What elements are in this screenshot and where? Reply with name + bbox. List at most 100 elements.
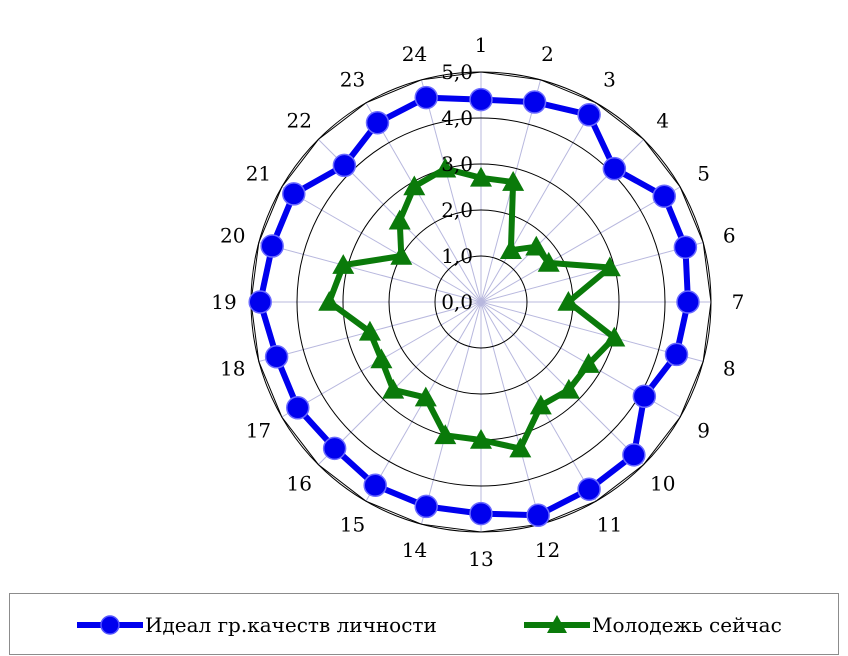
tick-label: 4,0 (441, 106, 473, 130)
data-point-triangle (509, 437, 532, 458)
radar-spoke (318, 301, 482, 465)
chart-legend: Идеал гр.качеств личности Молодежь сейча… (9, 593, 839, 655)
data-point-triangle (332, 254, 355, 274)
radar-grid (250, 71, 712, 533)
category-label: 19 (211, 290, 236, 314)
category-label: 9 (697, 419, 710, 443)
data-point-triangle (434, 424, 457, 445)
data-point-triangle (414, 386, 437, 407)
data-point-circle (469, 501, 493, 526)
data-point-triangle (318, 291, 341, 311)
category-label: 10 (650, 472, 675, 496)
data-point-triangle (434, 157, 457, 178)
category-label: 12 (535, 538, 560, 562)
data-point-triangle (358, 320, 381, 341)
category-label: 4 (656, 108, 669, 132)
data-point-circle (577, 103, 601, 127)
data-point-circle (248, 290, 272, 314)
data-point-circle (664, 342, 689, 367)
category-label: 6 (723, 223, 736, 247)
data-point-triangle (470, 429, 492, 449)
radar-spoke (420, 301, 482, 525)
data-point-circle (526, 503, 550, 528)
data-point-circle (282, 182, 306, 206)
category-label: 24 (402, 42, 427, 66)
tick-label: 3,0 (441, 152, 473, 176)
legend-item-ideal: Идеал гр.качеств личности (75, 612, 437, 638)
category-label: 8 (723, 357, 736, 381)
radar-spoke (480, 186, 681, 303)
data-point-triangle (557, 291, 580, 311)
category-label: 15 (340, 513, 365, 537)
data-point-circle (260, 234, 284, 258)
data-point-triangle (470, 166, 492, 187)
radar-spoke (420, 79, 482, 303)
data-point-circle (332, 153, 357, 178)
data-point-circle (363, 473, 387, 498)
data-point-circle (652, 184, 677, 208)
data-point-triangle (382, 378, 405, 399)
category-label: 18 (220, 357, 245, 381)
data-point-triangle (577, 353, 600, 373)
category-label: 3 (603, 67, 616, 91)
category-label: 21 (246, 162, 271, 186)
data-point-circle (469, 87, 493, 112)
radar-labels: 0,01,02,03,04,05,01 234567891011121314151… (211, 33, 744, 571)
data-point-triangle (388, 209, 411, 230)
data-point-triangle (499, 239, 522, 260)
radar-gridline (296, 117, 666, 487)
tick-label: 2,0 (441, 198, 473, 222)
data-point-circle (632, 384, 657, 409)
category-label: 7 (732, 290, 745, 314)
data-point-triangle (390, 245, 413, 265)
data-point-triangle (557, 378, 580, 399)
category-label: 2 (541, 42, 554, 66)
legend-label-youth: Молодежь сейчас (592, 613, 782, 637)
data-point-circle (602, 156, 627, 181)
category-label: 23 (340, 67, 365, 91)
data-point-triangle (403, 175, 426, 196)
data-point-circle (622, 443, 646, 467)
category-label: 17 (246, 419, 271, 443)
legend-circle-marker-icon (77, 615, 143, 635)
radar-spoke (258, 241, 482, 303)
radar-gridline (434, 255, 528, 349)
category-label: 1 (475, 33, 488, 57)
radar-spoke (480, 301, 644, 465)
data-point-circle (365, 110, 390, 135)
data-point-triangle (502, 171, 525, 191)
data-point-triangle (598, 256, 621, 277)
data-point-triangle (603, 326, 626, 347)
data-point-circle (414, 85, 438, 110)
data-point-circle (577, 477, 601, 501)
radar-frame (250, 71, 712, 533)
radar-spoke (281, 186, 482, 303)
data-point-triangle (370, 348, 393, 369)
data-point-triangle (525, 235, 548, 256)
tick-label: 0,0 (441, 290, 473, 314)
category-label: 22 (287, 108, 312, 132)
category-label: 16 (287, 472, 312, 496)
tick-label: 1,0 (441, 244, 473, 268)
radar-chart: 0,01,02,03,04,05,01 234567891011121314151… (211, 33, 744, 571)
data-point-triangle (537, 251, 560, 272)
data-point-circle (673, 235, 698, 259)
data-point-circle (322, 436, 347, 461)
radar-spoke (480, 102, 597, 303)
radar-spoke (480, 241, 704, 303)
data-point-circle (522, 90, 547, 114)
data-point-circle (285, 396, 310, 420)
radar-spoke (480, 301, 542, 525)
category-label: 14 (402, 538, 427, 562)
data-point-circle (676, 290, 700, 314)
category-label: 5 (697, 162, 710, 186)
legend-item-youth: Молодежь сейчас (522, 612, 782, 638)
data-point-circle (414, 494, 438, 519)
tick-label: 5,0 (441, 60, 473, 84)
legend-label-ideal: Идеал гр.качеств личности (145, 613, 437, 637)
category-label: 20 (220, 223, 245, 247)
category-label: 11 (597, 513, 622, 537)
radar-series (248, 85, 700, 528)
radar-spoke (365, 102, 482, 303)
category-label: 13 (468, 547, 493, 571)
